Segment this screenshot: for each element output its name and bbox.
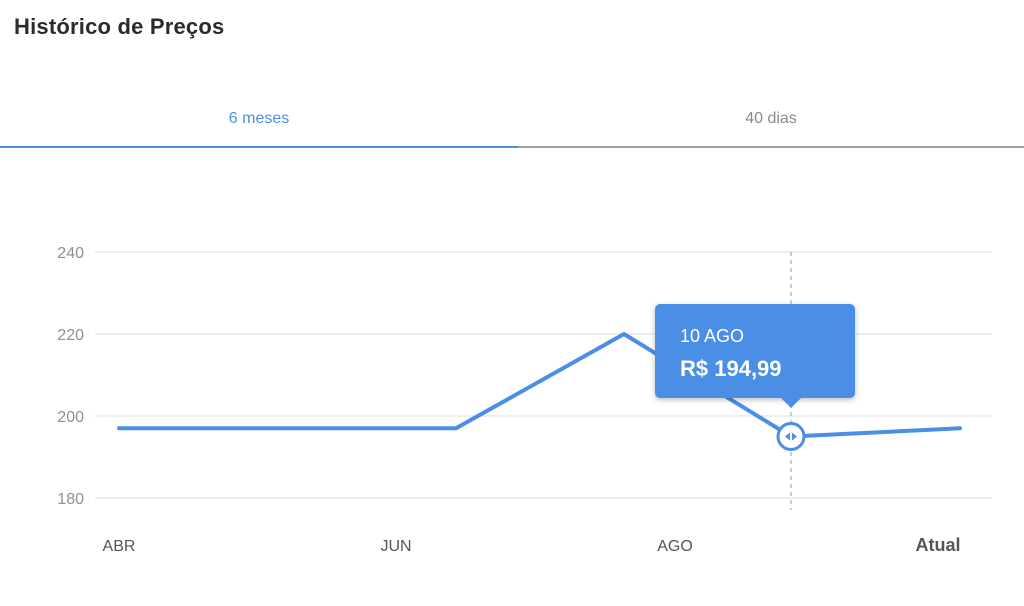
- y-tick-label: 180: [57, 491, 84, 508]
- price-series-line: [117, 332, 962, 439]
- hover-handle-ring[interactable]: [776, 422, 806, 452]
- arrow-left-icon: [785, 432, 790, 441]
- tab-6-meses[interactable]: 6 meses: [0, 90, 518, 148]
- page-title: Histórico de Preços: [14, 14, 225, 39]
- y-tick-label: 220: [57, 327, 84, 344]
- period-tabs: 6 meses 40 dias: [0, 90, 1024, 148]
- x-tick-label: AGO: [657, 538, 693, 555]
- y-axis-ticks: 180 200 220 240: [57, 245, 84, 508]
- tooltip-date: 10 AGO: [680, 326, 745, 346]
- tab-40-dias[interactable]: 40 dias: [518, 90, 1024, 148]
- y-tick-label: 200: [57, 409, 84, 426]
- chart-grid: [95, 251, 992, 499]
- x-tick-label: ABR: [103, 538, 136, 555]
- x-axis-ticks: ABR JUN AGO Atual: [103, 535, 961, 555]
- x-tick-label: Atual: [916, 535, 961, 555]
- tooltip-price: R$ 194,99: [680, 356, 782, 381]
- price-tooltip: 10 AGO R$ 194,99: [655, 304, 855, 408]
- arrow-right-icon: [792, 432, 797, 441]
- x-tick-label: JUN: [380, 538, 411, 555]
- y-tick-label: 240: [57, 245, 84, 262]
- hover-handle[interactable]: [776, 422, 806, 452]
